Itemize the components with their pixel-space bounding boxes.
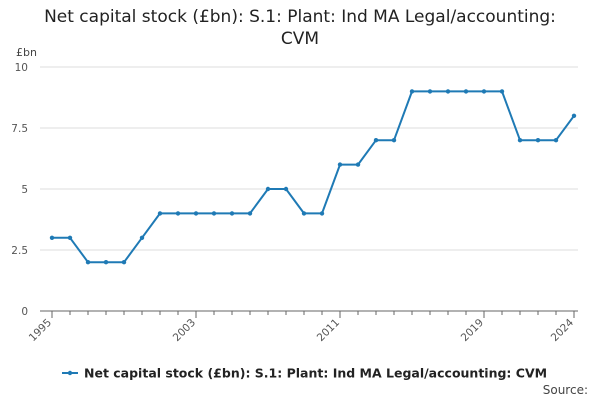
data-point[interactable]: [193, 211, 199, 216]
gridlines: [40, 66, 578, 312]
y-tick-label: 5: [21, 184, 28, 196]
data-point[interactable]: [409, 89, 415, 94]
x-tick-label: 2011: [315, 317, 342, 344]
y-tick-label: 0: [21, 306, 28, 318]
data-point[interactable]: [373, 138, 379, 143]
data-point[interactable]: [103, 260, 109, 265]
data-point[interactable]: [553, 138, 559, 143]
data-point[interactable]: [391, 138, 397, 143]
data-point[interactable]: [427, 89, 433, 94]
x-tick-label: 1995: [27, 317, 54, 344]
legend-label: Net capital stock (£bn): S.1: Plant: Ind…: [84, 366, 547, 381]
y-tick-label: 7.5: [11, 123, 28, 135]
data-point[interactable]: [85, 260, 91, 265]
data-point[interactable]: [499, 89, 505, 94]
data-point[interactable]: [463, 89, 469, 94]
chart-title: Net capital stock (£bn): S.1: Plant: Ind…: [0, 6, 600, 50]
data-point[interactable]: [49, 235, 55, 240]
legend-marker: [67, 370, 73, 376]
data-point[interactable]: [571, 113, 577, 119]
y-axis-ticks: 0 2.5 5 7.5 10: [11, 62, 28, 318]
data-series: [49, 89, 577, 265]
y-tick-label: 10: [15, 62, 28, 74]
data-point[interactable]: [67, 235, 73, 240]
data-point[interactable]: [157, 211, 163, 216]
data-point[interactable]: [301, 211, 307, 216]
data-point[interactable]: [265, 186, 271, 192]
source-label: Source:: [543, 383, 588, 397]
x-tick-label: 2019: [459, 317, 486, 344]
data-point[interactable]: [319, 211, 325, 216]
data-point[interactable]: [445, 89, 451, 94]
chart-title-line-2: CVM: [280, 29, 320, 49]
legend[interactable]: Net capital stock (£bn): S.1: Plant: Ind…: [62, 366, 547, 381]
x-tick-label: 2003: [171, 317, 198, 344]
x-tick-label: 2024: [549, 316, 577, 344]
series-line: [52, 90, 575, 264]
data-point[interactable]: [247, 211, 253, 216]
data-point[interactable]: [139, 235, 145, 240]
data-point[interactable]: [337, 162, 343, 167]
y-axis-unit-label: £bn: [16, 46, 37, 59]
chart-title-line-1: Net capital stock (£bn): S.1: Plant: Ind…: [44, 7, 556, 27]
data-point[interactable]: [355, 162, 361, 167]
data-point[interactable]: [175, 211, 181, 216]
data-point[interactable]: [481, 89, 487, 94]
x-axis: 1995 2003 2011 2019 2024: [27, 311, 577, 344]
data-point[interactable]: [211, 211, 217, 216]
data-point[interactable]: [121, 260, 127, 265]
data-point[interactable]: [535, 138, 541, 143]
data-point[interactable]: [517, 138, 523, 143]
data-point[interactable]: [283, 186, 289, 192]
y-tick-label: 2.5: [11, 245, 28, 257]
data-point[interactable]: [229, 211, 235, 216]
